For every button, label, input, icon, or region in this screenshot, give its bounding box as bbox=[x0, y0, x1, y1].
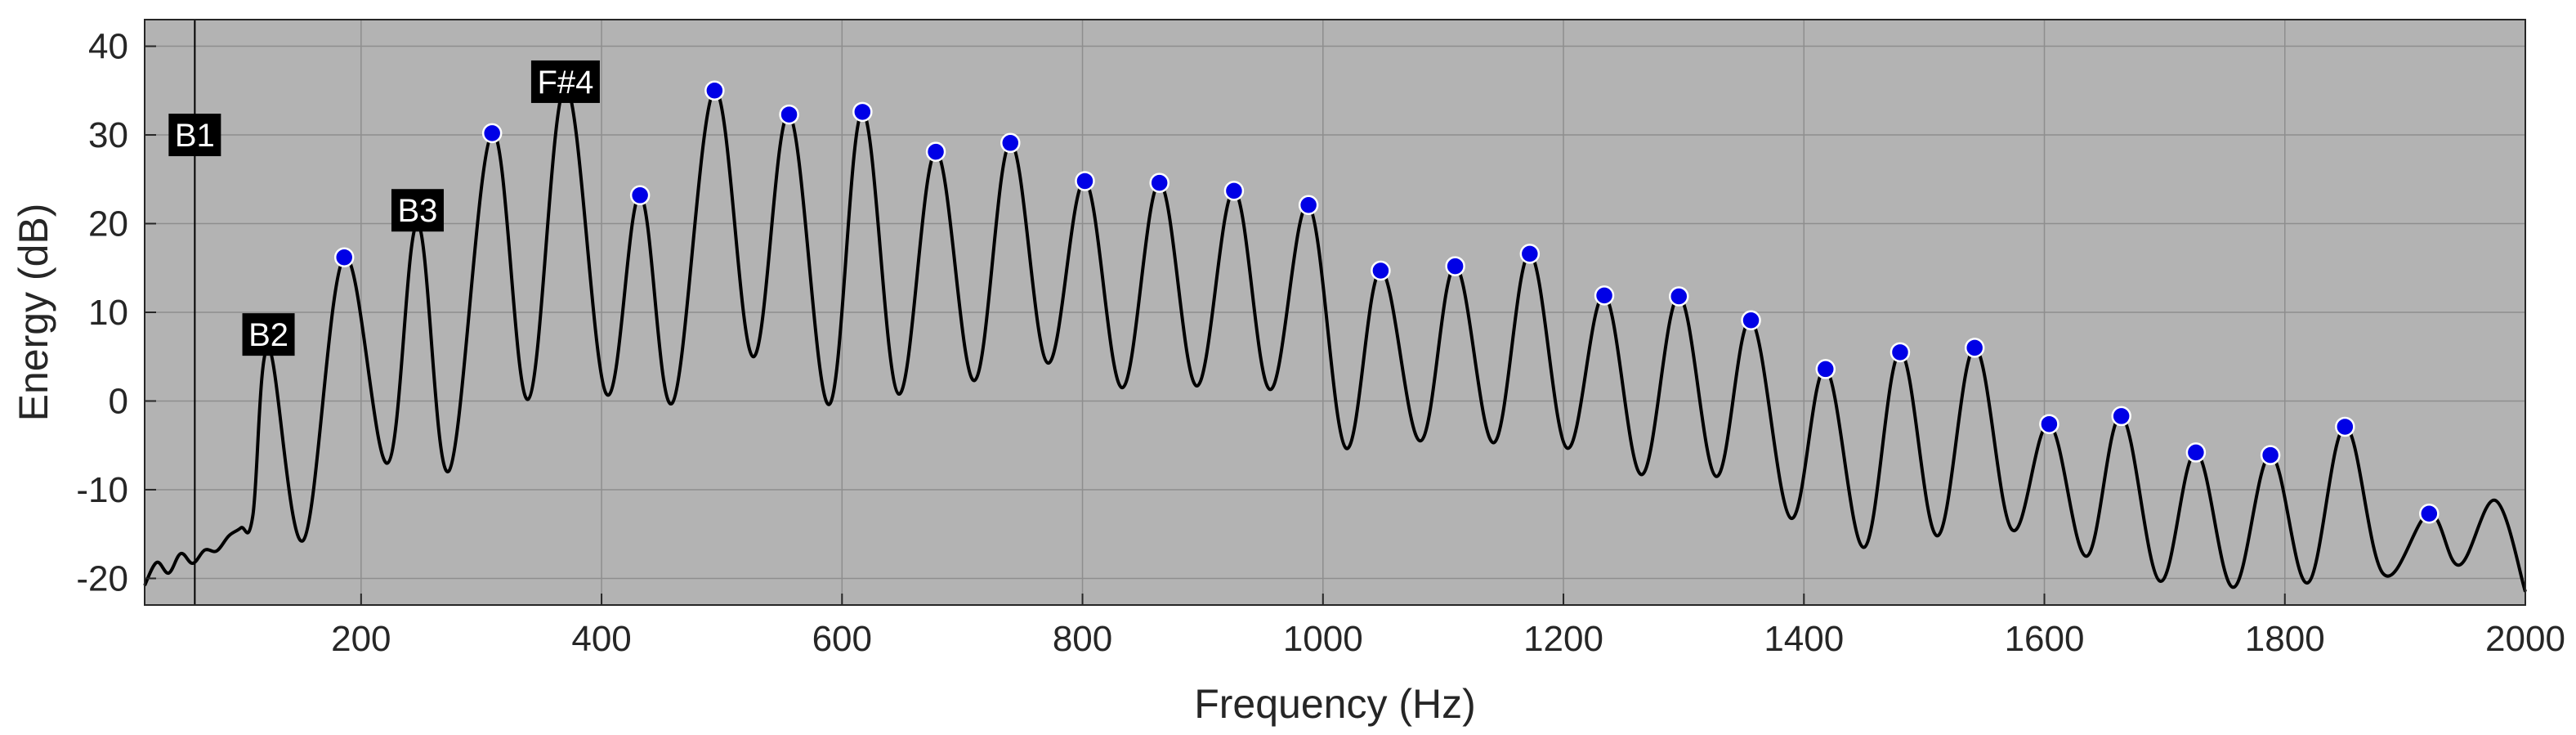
peak-marker bbox=[1149, 173, 1169, 193]
peak-marker bbox=[1298, 195, 1319, 215]
x-tick-label: 800 bbox=[1053, 619, 1112, 659]
energy-curve bbox=[143, 84, 2527, 593]
peak-marker bbox=[1075, 171, 1095, 191]
note-label-box bbox=[242, 313, 295, 356]
peak-marker bbox=[1669, 286, 1689, 307]
x-tick-label: 2000 bbox=[2485, 619, 2565, 659]
note-label-text: B1 bbox=[175, 118, 215, 154]
y-tick-label: -20 bbox=[76, 558, 128, 598]
x-axis-ticks: 200 400 600 800 1000 1200 1400 1600 1800 2000 bbox=[331, 594, 2565, 659]
peak-marker bbox=[1371, 260, 1391, 281]
y-axis-label: Energy (dB) bbox=[11, 204, 56, 422]
y-tick-label: 30 bbox=[88, 115, 128, 155]
y-tick-label: -10 bbox=[76, 470, 128, 510]
peak-marker bbox=[1445, 256, 1465, 276]
peak-marker bbox=[1964, 338, 1985, 358]
peak-marker bbox=[1223, 181, 1245, 201]
note-label-box bbox=[168, 114, 221, 157]
peak-marker bbox=[1890, 342, 1911, 363]
peak-marker bbox=[2419, 504, 2440, 524]
y-tick-label: 40 bbox=[88, 27, 128, 67]
x-tick-label: 1000 bbox=[1283, 619, 1363, 659]
x-tick-label: 1600 bbox=[2005, 619, 2085, 659]
note-annotations: B1 B2 B3 F#4 bbox=[168, 60, 600, 356]
note-label-box bbox=[530, 60, 600, 103]
x-tick-label: 600 bbox=[812, 619, 872, 659]
note-label-text: B3 bbox=[397, 193, 437, 229]
note-label: B1 bbox=[168, 114, 221, 157]
note-label: F#4 bbox=[530, 60, 600, 103]
x-tick-label: 1400 bbox=[1764, 619, 1844, 659]
y-tick-label: 10 bbox=[88, 293, 128, 333]
peak-marker bbox=[1519, 244, 1541, 264]
peak-marker bbox=[2260, 445, 2281, 465]
note-label-text: F#4 bbox=[537, 65, 593, 101]
peak-marker bbox=[1000, 132, 1021, 154]
x-tick-label: 1800 bbox=[2245, 619, 2325, 659]
peak-marker bbox=[2039, 414, 2059, 434]
x-tick-label: 400 bbox=[571, 619, 631, 659]
peak-marker bbox=[852, 101, 873, 123]
note-label-box bbox=[391, 189, 444, 232]
peak-markers bbox=[333, 80, 2440, 524]
peak-marker bbox=[2185, 442, 2207, 463]
note-label: B3 bbox=[391, 189, 444, 232]
peak-marker bbox=[1594, 285, 1615, 306]
peak-marker bbox=[1741, 310, 1761, 331]
peak-marker bbox=[2335, 416, 2355, 437]
peak-marker bbox=[779, 104, 799, 125]
y-tick-label: 0 bbox=[109, 381, 128, 421]
peak-marker bbox=[704, 80, 725, 101]
peak-marker bbox=[333, 247, 355, 267]
peak-marker bbox=[2111, 406, 2131, 427]
x-tick-label: 1200 bbox=[1523, 619, 1603, 659]
note-label-text: B2 bbox=[248, 317, 288, 353]
y-axis-ticks: -20 -10 0 10 20 30 40 bbox=[76, 27, 156, 598]
peak-marker bbox=[481, 123, 503, 144]
x-axis-label: Frequency (Hz) bbox=[1194, 681, 1476, 727]
note-label: B2 bbox=[242, 313, 295, 356]
peak-marker bbox=[925, 141, 946, 162]
peak-marker bbox=[1815, 359, 1836, 379]
x-tick-label: 200 bbox=[331, 619, 391, 659]
y-tick-label: 20 bbox=[88, 204, 128, 244]
peak-marker bbox=[629, 185, 651, 206]
